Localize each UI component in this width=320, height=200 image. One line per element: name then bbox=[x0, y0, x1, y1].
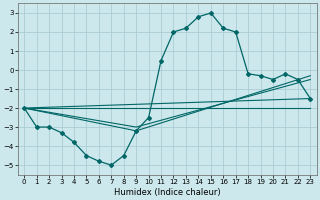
X-axis label: Humidex (Indice chaleur): Humidex (Indice chaleur) bbox=[114, 188, 220, 197]
